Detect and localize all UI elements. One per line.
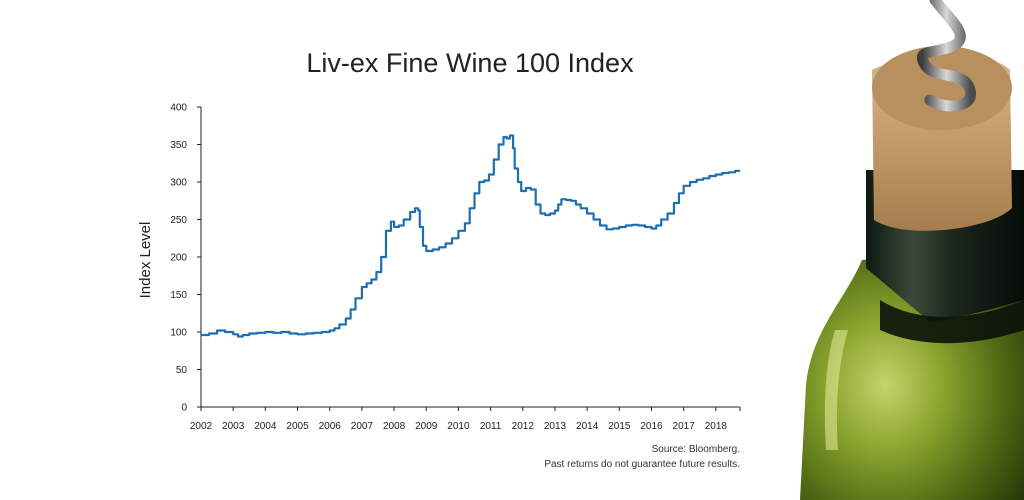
cork-top: [872, 46, 1012, 130]
x-tick-label: 2010: [447, 421, 470, 432]
y-tick-label: 50: [176, 365, 188, 376]
y-tick-label: 100: [170, 328, 187, 339]
x-tick-label: 2003: [222, 421, 245, 432]
disclaimer-note: Past returns do not guarantee future res…: [544, 459, 740, 470]
x-tick-label: 2013: [544, 421, 567, 432]
x-tick-label: 2011: [480, 421, 502, 432]
x-ticks: 2002 2003 2004 2005 2006 2007 2008 2009 2010 2011…: [190, 407, 741, 432]
x-tick-label: 2008: [383, 421, 406, 432]
series-layer: [201, 134, 740, 338]
x-tick-label: 2005: [286, 421, 309, 432]
x-tick-label: 2016: [640, 421, 663, 432]
x-tick-label: 2007: [351, 421, 374, 432]
y-tick-label: 350: [170, 140, 187, 151]
source-note: Source: Bloomberg.: [652, 444, 740, 455]
neck-ring: [880, 300, 1024, 344]
x-tick-label: 2015: [608, 421, 631, 432]
x-tick-label: 2006: [319, 421, 342, 432]
series-line: [201, 134, 740, 338]
y-tick-label: 200: [170, 253, 187, 264]
x-tick-label: 2017: [673, 421, 696, 432]
y-tick-label: 150: [170, 290, 187, 301]
x-tick-label: 2009: [415, 421, 438, 432]
x-tick-label: 2002: [190, 421, 213, 432]
x-tick-label: 2012: [512, 421, 535, 432]
x-tick-label: 2014: [576, 421, 599, 432]
x-tick-label: 2004: [254, 421, 277, 432]
y-tick-label: 250: [170, 215, 187, 226]
x-tick-label: 2018: [705, 421, 728, 432]
y-tick-label: 0: [181, 403, 187, 414]
y-tick-label: 400: [170, 103, 187, 114]
y-axis-label: Index Level: [137, 222, 154, 299]
chart-title: Liv-ex Fine Wine 100 Index: [306, 48, 634, 78]
wine-bottle-image: [800, 0, 1024, 500]
y-tick-label: 300: [170, 178, 187, 189]
y-ticks: 0 50 100 150 200 250 300 350 400: [170, 103, 201, 414]
glass-highlight: [824, 330, 848, 450]
corkscrew: [917, 0, 976, 112]
